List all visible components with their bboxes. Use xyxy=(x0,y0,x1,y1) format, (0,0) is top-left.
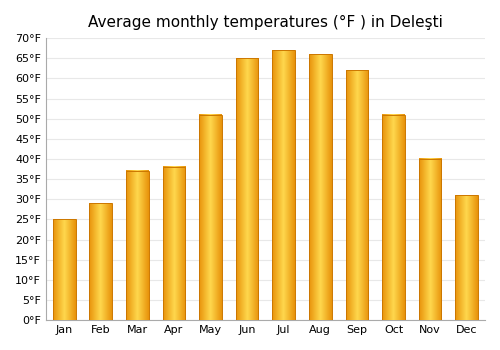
Title: Average monthly temperatures (°F ) in Deleşti: Average monthly temperatures (°F ) in De… xyxy=(88,15,443,30)
Bar xyxy=(199,115,222,320)
Bar xyxy=(309,54,332,320)
Bar xyxy=(419,159,442,320)
Bar xyxy=(346,70,368,320)
Bar xyxy=(272,50,295,320)
Bar xyxy=(382,115,405,320)
Bar xyxy=(53,219,76,320)
Bar xyxy=(456,195,478,320)
Bar xyxy=(90,203,112,320)
Bar xyxy=(162,167,186,320)
Bar xyxy=(236,58,258,320)
Bar xyxy=(126,171,148,320)
